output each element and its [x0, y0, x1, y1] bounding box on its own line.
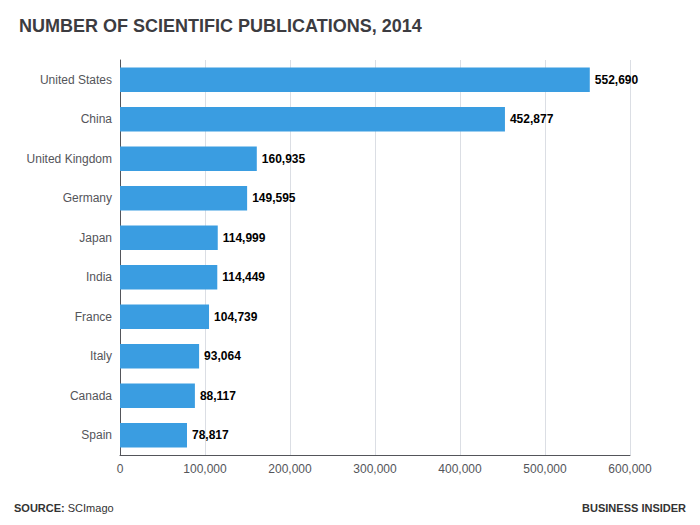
svg-text:Germany: Germany: [63, 191, 112, 205]
svg-text:93,064: 93,064: [204, 349, 241, 363]
svg-text:88,117: 88,117: [200, 389, 236, 403]
svg-text:France: France: [75, 310, 113, 324]
svg-text:552,690: 552,690: [595, 73, 639, 87]
svg-text:500,000: 500,000: [523, 462, 567, 476]
svg-text:200,000: 200,000: [268, 462, 312, 476]
svg-text:Spain: Spain: [81, 428, 112, 442]
svg-text:149,595: 149,595: [252, 191, 296, 205]
svg-text:114,449: 114,449: [222, 270, 265, 284]
svg-text:114,999: 114,999: [223, 231, 266, 245]
svg-text:SOURCE:: SOURCE:: [14, 502, 65, 514]
svg-text:Italy: Italy: [90, 349, 112, 363]
svg-text:NUMBER OF SCIENTIFIC PUBLICATI: NUMBER OF SCIENTIFIC PUBLICATIONS, 2014: [19, 16, 422, 36]
svg-text:SCImago: SCImago: [65, 502, 114, 514]
svg-text:300,000: 300,000: [353, 462, 397, 476]
svg-text:160,935: 160,935: [262, 152, 306, 166]
svg-text:India: India: [86, 270, 112, 284]
svg-text:100,000: 100,000: [183, 462, 227, 476]
svg-text:104,739: 104,739: [214, 310, 258, 324]
svg-text:452,877: 452,877: [510, 112, 554, 126]
svg-text:600,000: 600,000: [608, 462, 652, 476]
svg-text:BUSINESS INSIDER: BUSINESS INSIDER: [582, 502, 686, 514]
svg-text:United States: United States: [40, 73, 112, 87]
svg-text:78,817: 78,817: [192, 428, 229, 442]
svg-text:400,000: 400,000: [438, 462, 482, 476]
svg-text:0: 0: [117, 462, 124, 476]
svg-text:China: China: [81, 112, 113, 126]
svg-text:Japan: Japan: [79, 231, 112, 245]
svg-text:Canada: Canada: [70, 389, 112, 403]
svg-text:United Kingdom: United Kingdom: [27, 152, 112, 166]
